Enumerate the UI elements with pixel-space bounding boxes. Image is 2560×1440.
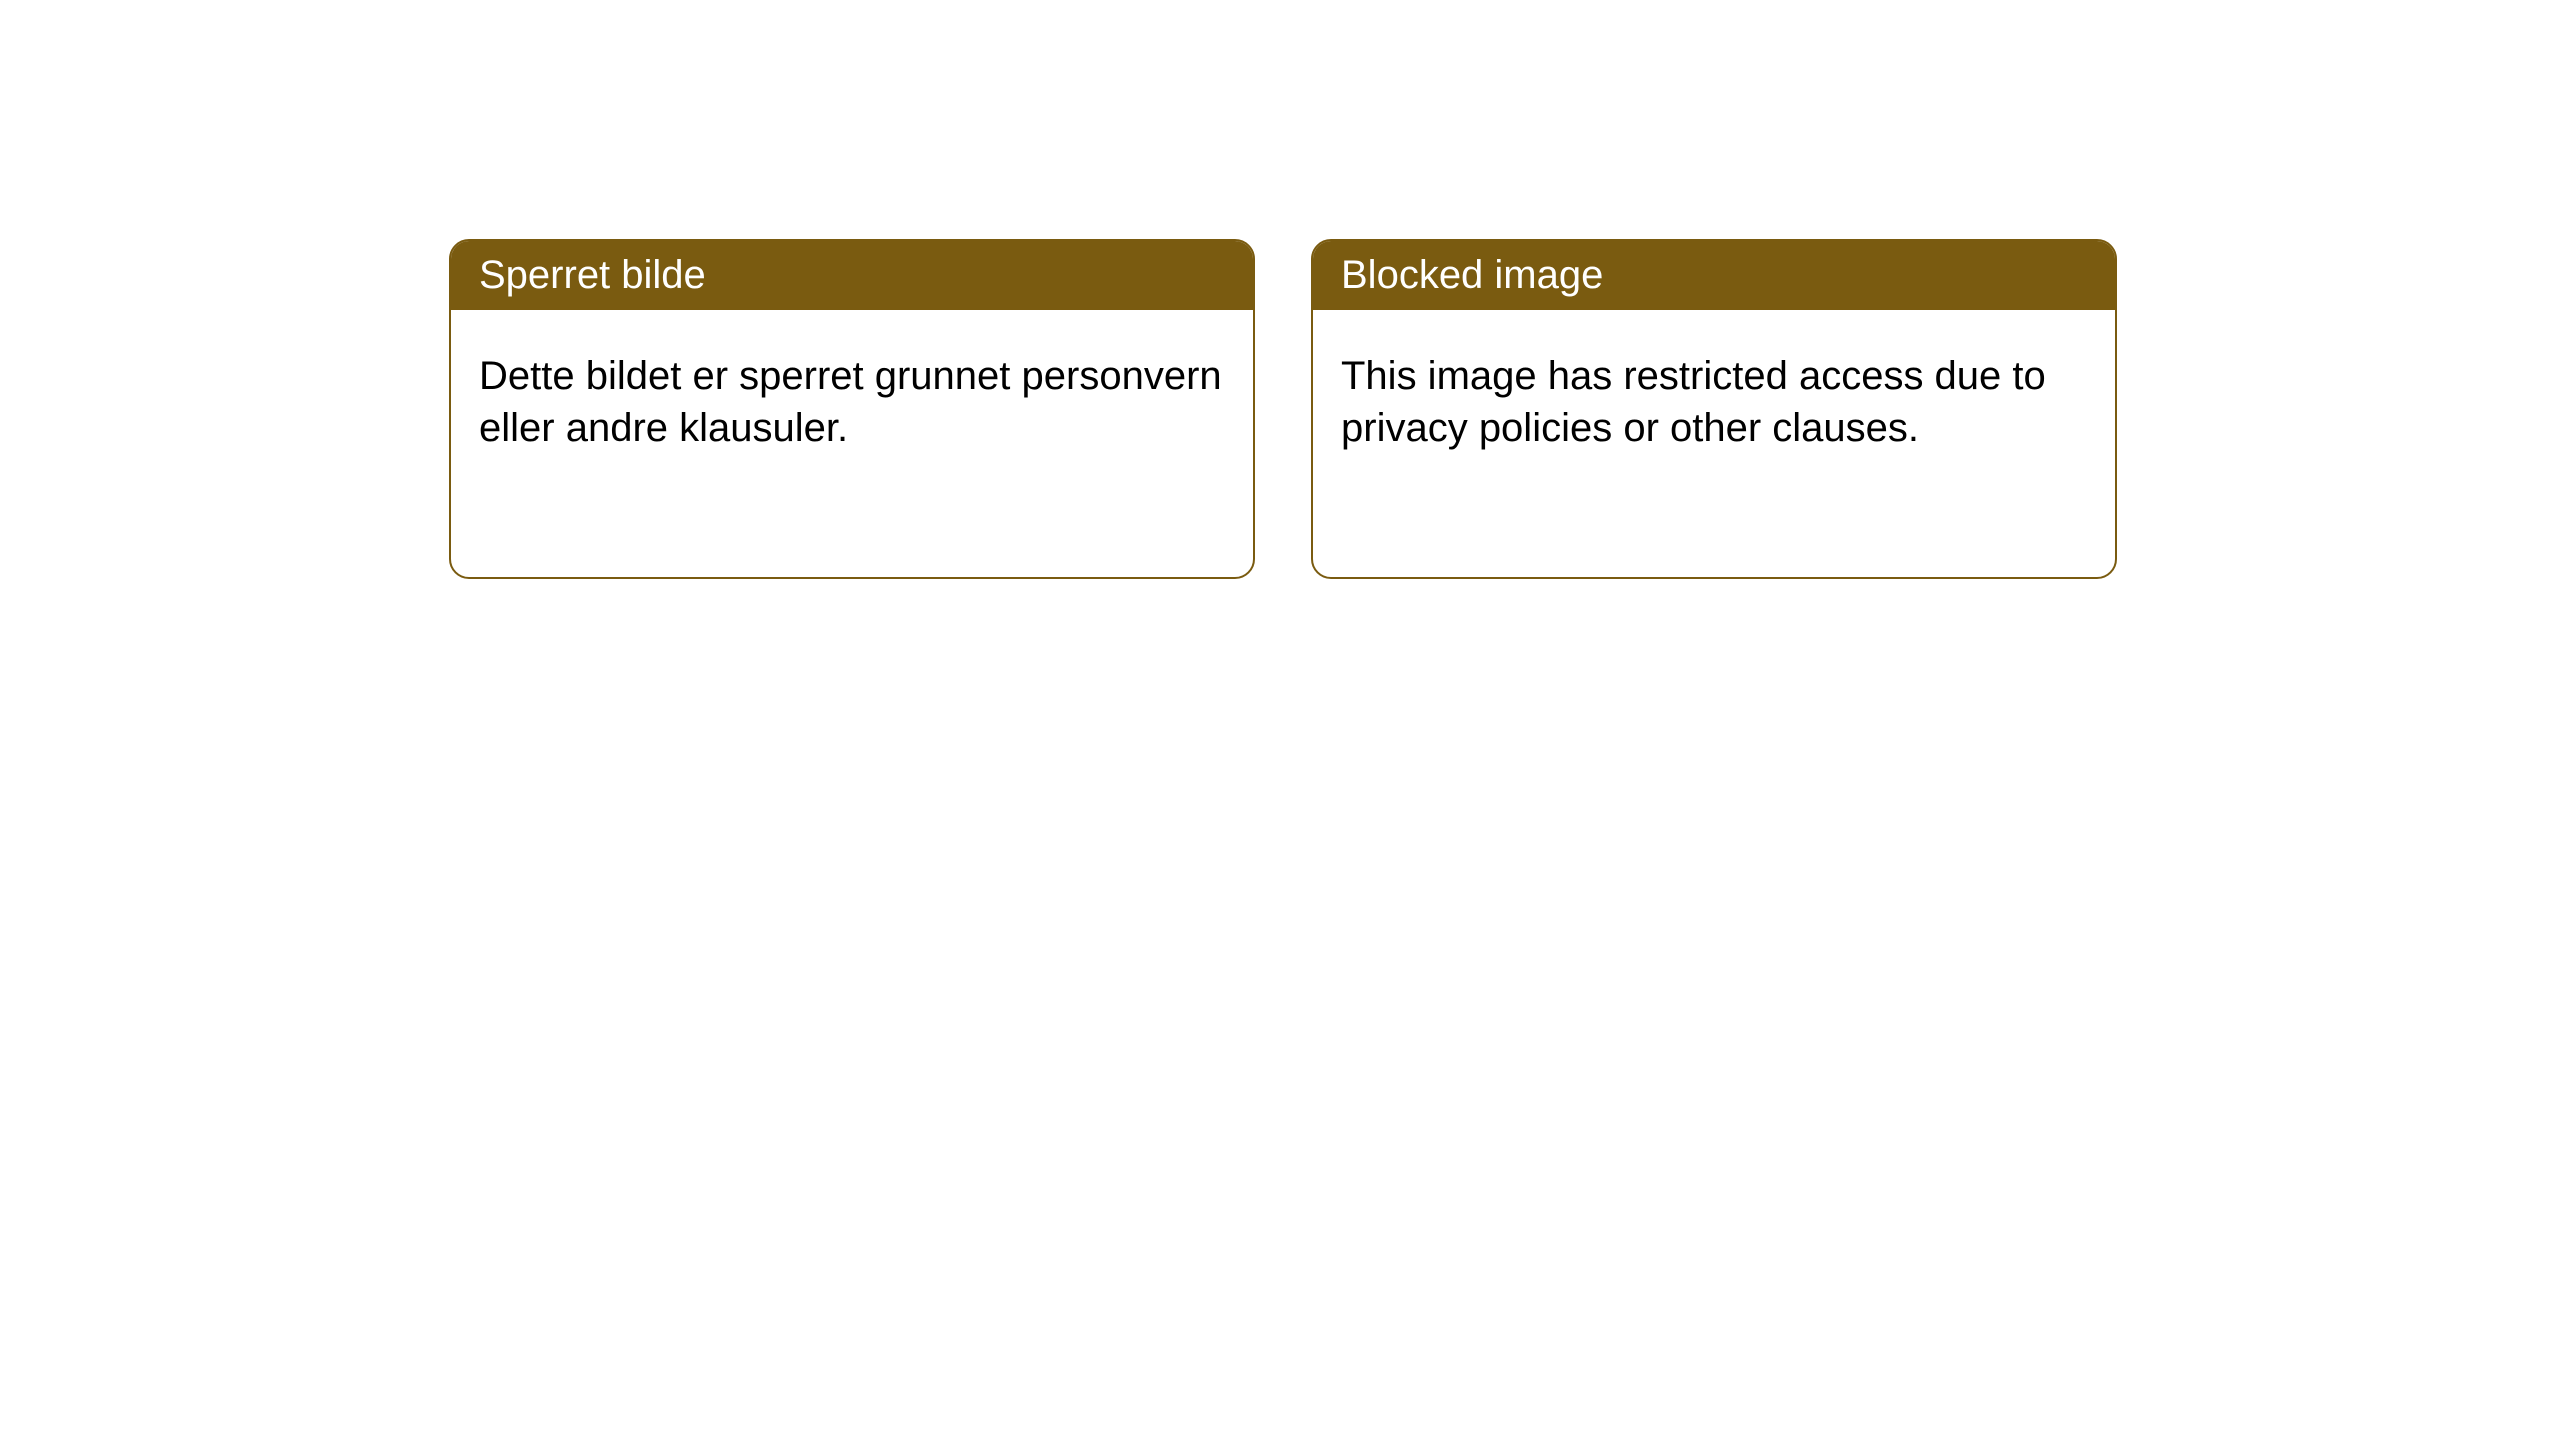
card-title: Blocked image [1341,253,1603,297]
card-body: This image has restricted access due to … [1313,310,2115,494]
cards-container: Sperret bilde Dette bildet er sperret gr… [0,0,2560,579]
card-title: Sperret bilde [479,253,706,297]
card-body: Dette bildet er sperret grunnet personve… [451,310,1253,494]
card-header: Sperret bilde [451,241,1253,310]
card-body-text: This image has restricted access due to … [1341,354,2046,450]
card-body-text: Dette bildet er sperret grunnet personve… [479,354,1222,450]
blocked-image-card-english: Blocked image This image has restricted … [1311,239,2117,579]
card-header: Blocked image [1313,241,2115,310]
blocked-image-card-norwegian: Sperret bilde Dette bildet er sperret gr… [449,239,1255,579]
